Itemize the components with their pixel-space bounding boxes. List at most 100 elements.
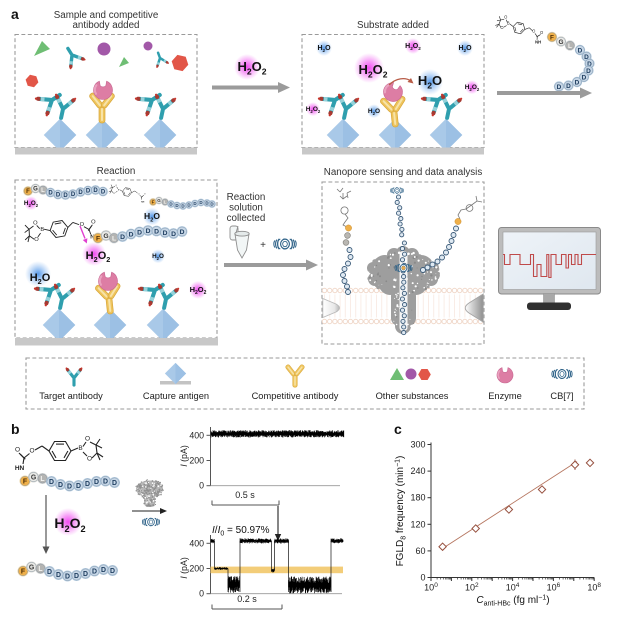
svg-text:D: D (112, 480, 117, 487)
svg-text:D: D (110, 568, 115, 575)
svg-text:D: D (63, 193, 68, 199)
svg-text:60: 60 (415, 546, 425, 556)
svg-text:D: D (137, 229, 142, 236)
svg-text:D: D (76, 483, 81, 490)
svg-text:F: F (23, 478, 27, 485)
svg-text:solution: solution (229, 203, 263, 214)
svg-text:0.2 s: 0.2 s (237, 594, 257, 604)
svg-text:O: O (87, 456, 92, 463)
svg-text:400: 400 (189, 538, 204, 548)
svg-text:D: D (47, 569, 52, 576)
svg-text:a: a (11, 6, 19, 22)
svg-text:D: D (71, 192, 76, 198)
svg-text:B: B (78, 445, 82, 452)
svg-text:D: D (67, 483, 72, 490)
svg-text:FGLD8 frequency (min−1): FGLD8 frequency (min−1) (395, 456, 408, 567)
svg-text:collected: collected (227, 213, 266, 224)
svg-text:H2O: H2O (458, 45, 472, 53)
svg-text:D: D (101, 567, 106, 574)
svg-text:O: O (532, 29, 535, 34)
svg-text:D: D (49, 479, 54, 486)
svg-text:400: 400 (189, 430, 204, 440)
svg-text:Other substances: Other substances (376, 391, 449, 401)
svg-text:D: D (120, 234, 125, 241)
svg-text:F: F (21, 568, 25, 575)
svg-text:L: L (40, 476, 44, 483)
svg-text:Competitive antibody: Competitive antibody (252, 391, 339, 401)
svg-text:D: D (171, 231, 176, 238)
svg-text:D: D (557, 84, 562, 91)
svg-text:D: D (180, 229, 185, 236)
svg-text:O: O (504, 15, 507, 20)
svg-text:NH: NH (535, 40, 541, 45)
svg-text:180: 180 (410, 493, 425, 503)
svg-text:L: L (112, 235, 116, 242)
svg-text:D: D (103, 478, 108, 485)
svg-text:L: L (568, 43, 572, 50)
svg-text:F: F (550, 34, 554, 41)
svg-text:D: D (65, 573, 70, 580)
svg-text:F: F (96, 235, 100, 242)
svg-text:Enzyme: Enzyme (488, 391, 522, 401)
svg-text:120: 120 (410, 519, 425, 529)
svg-text:D: D (56, 572, 61, 579)
svg-text:F: F (26, 189, 30, 195)
svg-text:c: c (394, 421, 402, 437)
svg-text:Nanopore sensing and data anal: Nanopore sensing and data analysis (324, 167, 483, 178)
svg-text:O: O (540, 30, 543, 35)
svg-text:Substrate added: Substrate added (357, 20, 429, 31)
svg-text:HN: HN (15, 465, 25, 472)
svg-text:D: D (575, 79, 580, 86)
svg-text:G: G (103, 233, 108, 240)
svg-text:D: D (93, 188, 98, 194)
svg-text:200: 200 (189, 456, 204, 466)
svg-text:D: D (566, 83, 571, 90)
svg-text:D: D (129, 231, 134, 238)
svg-text:B: B (507, 21, 510, 26)
svg-text:D: D (58, 482, 63, 489)
svg-text:0.5 s: 0.5 s (235, 490, 255, 500)
svg-text:0: 0 (199, 589, 204, 599)
svg-text:I (pA): I (pA) (179, 557, 189, 579)
svg-text:D: D (163, 230, 168, 237)
svg-text:O: O (91, 219, 96, 225)
svg-text:b: b (11, 421, 20, 437)
svg-text:D: D (48, 191, 53, 197)
svg-text:O: O (29, 448, 34, 455)
svg-text:D: D (85, 481, 90, 488)
svg-text:+: + (260, 240, 266, 251)
svg-text:D: D (78, 190, 83, 196)
svg-text:240: 240 (410, 466, 425, 476)
svg-text:L: L (38, 566, 42, 573)
svg-text:D: D (154, 228, 159, 235)
svg-text:D: D (86, 189, 91, 195)
svg-text:O: O (85, 436, 90, 443)
svg-text:L: L (41, 188, 45, 194)
svg-text:Reaction: Reaction (227, 192, 266, 203)
svg-text:D: D (94, 479, 99, 486)
svg-text:D: D (83, 571, 88, 578)
svg-text:D: D (582, 74, 587, 81)
svg-text:I (pA): I (pA) (179, 445, 189, 467)
svg-text:G: G (29, 564, 34, 571)
svg-text:L: L (164, 200, 167, 205)
svg-text:Target antibody: Target antibody (39, 391, 103, 401)
svg-text:O: O (500, 25, 503, 30)
svg-text:antibody added: antibody added (72, 20, 139, 31)
svg-text:G: G (157, 198, 161, 203)
svg-text:NH: NH (141, 201, 145, 203)
svg-text:Capture antigen: Capture antigen (143, 391, 209, 401)
svg-text:Reaction: Reaction (97, 166, 136, 177)
svg-text:H2O: H2O (317, 45, 331, 53)
svg-text:F: F (152, 200, 155, 205)
svg-text:G: G (33, 187, 38, 193)
svg-text:0: 0 (420, 573, 425, 583)
svg-text:D: D (578, 47, 583, 54)
svg-text:G: G (31, 474, 36, 481)
svg-text:O: O (34, 237, 39, 243)
svg-text:300: 300 (410, 440, 425, 450)
svg-text:H2O: H2O (152, 253, 164, 261)
svg-text:D: D (92, 568, 97, 575)
svg-text:D: D (56, 193, 61, 199)
svg-text:B: B (40, 227, 44, 233)
